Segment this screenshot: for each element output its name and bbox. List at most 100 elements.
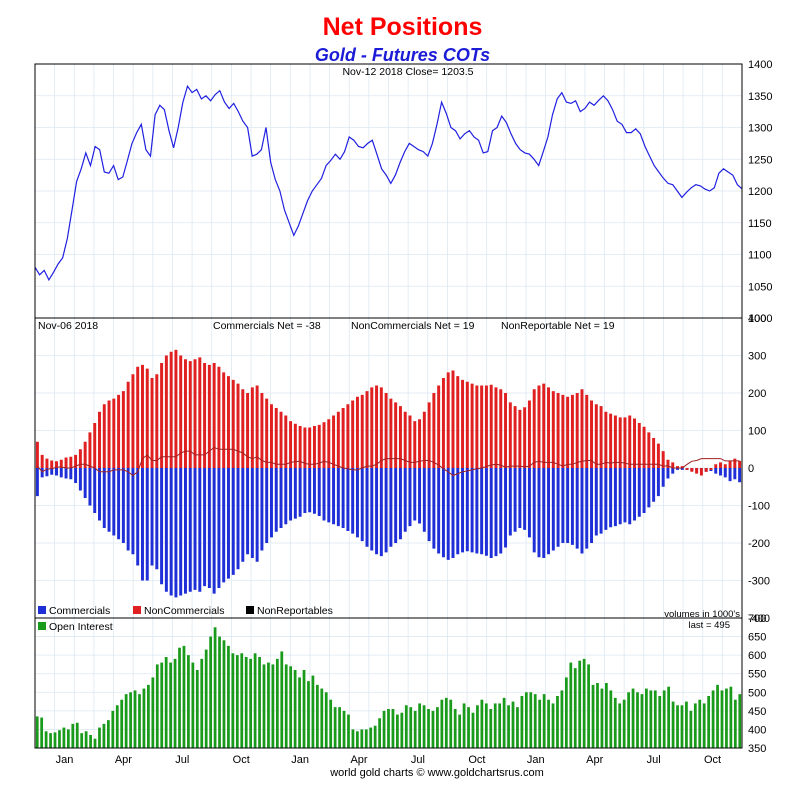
commercials-bar — [150, 468, 154, 566]
noncommercials-bar — [370, 387, 374, 468]
commercials-bar — [226, 468, 230, 579]
noncommercials-bar — [461, 379, 465, 468]
price-y-tick-label: 1100 — [748, 250, 772, 262]
noncommercials-bar — [284, 415, 288, 468]
open-interest-bar — [106, 720, 110, 748]
commercials-bar — [661, 468, 665, 487]
commercials-bar — [174, 468, 178, 598]
noncommercials-bar — [241, 389, 245, 468]
commercials-bar — [738, 468, 742, 483]
commercials-bar — [370, 468, 374, 551]
open-interest-bar — [520, 696, 524, 748]
open-interest-bar — [738, 694, 742, 748]
open-interest-bar — [58, 730, 61, 748]
noncommercials-bar — [570, 394, 574, 468]
open-interest-bar — [564, 677, 568, 748]
open-interest-bar — [191, 662, 195, 748]
commercials-bar — [121, 468, 125, 543]
open-interest-bar — [551, 703, 555, 748]
commercials-bar — [83, 468, 87, 498]
commercials-bar — [384, 468, 388, 553]
noncommercials-bar — [346, 404, 350, 468]
noncommercials-bar — [332, 415, 336, 468]
commercials-bar — [308, 468, 312, 513]
noncommercials-bar — [422, 411, 426, 468]
x-tick-label: Jul — [647, 754, 661, 766]
noncommercials-bar — [613, 415, 617, 468]
open-interest-bar — [729, 686, 733, 748]
commercials-bar — [112, 468, 116, 536]
commercials-bar — [570, 468, 574, 545]
commercials-bar — [126, 468, 130, 551]
commercials-bar — [332, 468, 336, 525]
noncommercials-bar — [98, 411, 101, 468]
commercials-bar — [446, 468, 450, 560]
net-info-commercials: Commercials Net = -38 — [213, 320, 321, 332]
oi-y-tick-label: 500 — [748, 687, 766, 699]
open-interest-bar — [284, 664, 288, 748]
legend-swatch — [133, 606, 141, 614]
commercials-bar — [418, 468, 422, 524]
noncommercials-bar — [222, 372, 226, 468]
commercials-bar — [723, 468, 727, 478]
commercials-bar — [293, 468, 297, 519]
net-y-tick-label: 100 — [748, 426, 766, 438]
open-interest-bar — [573, 668, 577, 748]
noncommercials-bar — [102, 404, 106, 468]
open-interest-bar — [636, 692, 639, 748]
open-interest-bar — [129, 692, 132, 748]
commercials-bar — [117, 468, 121, 540]
open-interest-bar — [280, 651, 284, 748]
open-interest-bar — [680, 705, 684, 748]
commercials-bar — [451, 468, 455, 558]
open-interest-bar — [658, 696, 662, 748]
noncommercials-bar — [499, 389, 503, 468]
noncommercials-bar — [365, 391, 369, 468]
noncommercials-bar — [413, 421, 417, 468]
noncommercials-bar — [83, 441, 87, 468]
commercials-bar — [212, 468, 216, 594]
noncommercials-bar — [671, 462, 675, 468]
noncommercials-bar — [112, 398, 116, 468]
noncommercials-bar — [217, 366, 221, 468]
commercials-bar — [480, 468, 484, 555]
noncommercials-bar — [403, 411, 407, 468]
open-interest-bar — [222, 640, 226, 748]
commercials-bar — [160, 468, 164, 585]
open-interest-bar — [227, 645, 230, 748]
commercials-bar — [413, 468, 417, 521]
open-interest-bar — [560, 690, 564, 748]
noncommercials-bar — [336, 411, 340, 468]
open-interest-bar — [155, 664, 159, 748]
commercials-bar — [580, 468, 584, 554]
noncommercials-bar — [465, 381, 469, 468]
open-interest-bar — [476, 705, 479, 748]
noncommercials-bar — [523, 407, 527, 468]
noncommercials-bar — [566, 396, 570, 468]
open-interest-bar — [75, 722, 79, 748]
commercials-bar — [322, 468, 326, 521]
noncommercials-bar — [633, 418, 636, 468]
commercials-bar — [365, 468, 369, 547]
commercials-bar — [537, 468, 541, 558]
commercials-bar — [312, 468, 316, 514]
open-interest-bar — [302, 670, 306, 748]
commercials-bar — [102, 468, 106, 528]
commercials-bar — [461, 468, 465, 553]
commercials-bar — [671, 468, 675, 474]
commercials-bar — [341, 468, 345, 528]
open-interest-bar — [355, 731, 359, 748]
commercials-bar — [231, 468, 235, 575]
noncommercials-bar — [160, 363, 164, 468]
commercials-bar — [145, 468, 149, 581]
noncommercials-bar — [250, 387, 254, 468]
commercials-bar — [289, 468, 293, 521]
commercials-bar — [78, 468, 82, 491]
noncommercials-bar — [666, 459, 670, 468]
open-interest-bar — [195, 670, 199, 748]
price-panel — [34, 84, 743, 282]
noncommercials-bar — [690, 468, 694, 472]
nonreportables-line — [37, 446, 740, 477]
open-interest-bar — [204, 649, 208, 748]
noncommercials-bar — [398, 406, 402, 468]
